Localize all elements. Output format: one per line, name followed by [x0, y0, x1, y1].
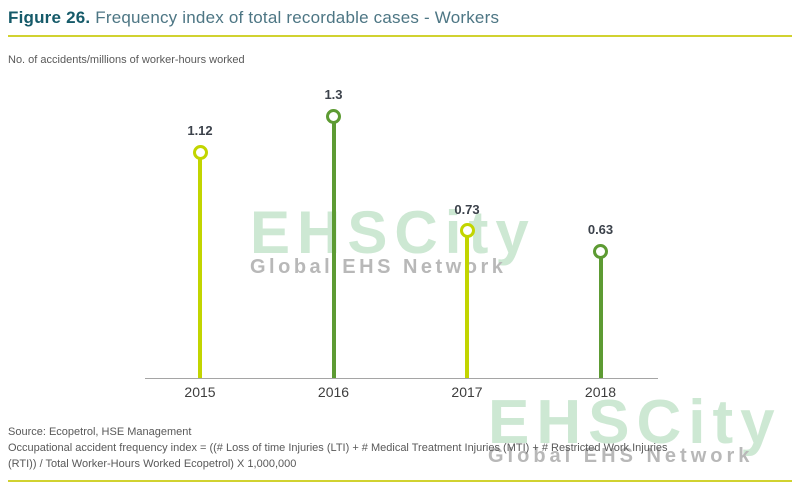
- figure-title-text: Frequency index of total recordable case…: [95, 8, 500, 27]
- lollipop-stem-2016: [331, 116, 336, 378]
- lollipop-stem-2018: [598, 251, 603, 378]
- lollipop-stem-2015: [198, 152, 202, 378]
- note-line-1: Occupational accident frequency index = …: [8, 442, 668, 454]
- title-divider: [8, 35, 792, 37]
- value-label-2017: 0.73: [454, 201, 480, 217]
- source-note: Source: Ecopetrol, HSE Management Occupa…: [8, 424, 668, 472]
- x-tick-label-2015: 2015: [184, 384, 216, 400]
- value-label-2015: 1.12: [187, 123, 213, 139]
- value-label-2016: 1.3: [324, 87, 343, 103]
- lollipop-marker-2015: [192, 144, 208, 160]
- figure-number: Figure 26.: [8, 8, 91, 27]
- x-tick-label-2017: 2017: [451, 384, 483, 400]
- lollipop-marker-2016: [326, 108, 341, 124]
- lollipop-stem-2017: [465, 230, 469, 378]
- lollipop-marker-2018: [593, 243, 608, 259]
- source-line: Source: Ecopetrol, HSE Management: [8, 426, 192, 438]
- value-label-2018: 0.63: [587, 222, 614, 238]
- x-tick-label-2016: 2016: [317, 384, 350, 400]
- page-title: Figure 26. Frequency index of total reco…: [8, 8, 499, 28]
- lollipop-marker-2017: [459, 223, 475, 239]
- x-axis: [145, 378, 658, 379]
- y-axis-unit-label: No. of accidents/millions of worker-hour…: [8, 54, 245, 66]
- note-line-2: (RTI)) / Total Worker-Hours Worked Ecope…: [8, 458, 297, 470]
- bottom-divider: [8, 480, 792, 482]
- x-tick-label-2018: 2018: [584, 384, 617, 400]
